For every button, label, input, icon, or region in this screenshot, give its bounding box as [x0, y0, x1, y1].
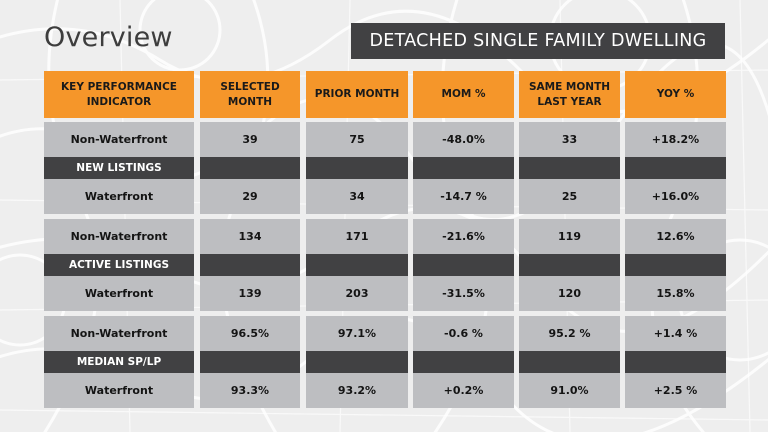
cell-median-sp-lp-non-waterfront-same-month-last-year: 95.2 %: [519, 316, 620, 351]
column-header-mom-percent: MOM %: [413, 71, 514, 118]
cell-new-listings-non-waterfront-selected-month: 39: [200, 122, 300, 157]
cell-median-sp-lp-waterfront-yoy-percent: +2.5 %: [625, 373, 726, 408]
cell-median-sp-lp-waterfront-mom-percent: +0.2%: [413, 373, 514, 408]
group-band-new-listings: [519, 157, 620, 179]
group-band-active-listings: [200, 254, 300, 276]
group-band-median-sp-lp: [625, 351, 726, 373]
cell-median-sp-lp-non-waterfront-prior-month: 97.1%: [306, 316, 408, 351]
group-band-new-listings: [306, 157, 408, 179]
cell-active-listings-waterfront-indicator: Waterfront: [44, 276, 194, 311]
cell-new-listings-non-waterfront-mom-percent: -48.0%: [413, 122, 514, 157]
group-band-active-listings: [413, 254, 514, 276]
cell-new-listings-waterfront-mom-percent: -14.7 %: [413, 179, 514, 214]
column-header-text: SAME MONTH LAST YEAR: [528, 80, 611, 108]
cell-median-sp-lp-non-waterfront-yoy-percent: +1.4 %: [625, 316, 726, 351]
group-band-active-listings: [625, 254, 726, 276]
column-header-same-month-last-year: SAME MONTH LAST YEAR: [519, 71, 620, 118]
cell-new-listings-non-waterfront-same-month-last-year: 33: [519, 122, 620, 157]
cell-active-listings-non-waterfront-same-month-last-year: 119: [519, 219, 620, 254]
cell-new-listings-waterfront-same-month-last-year: 25: [519, 179, 620, 214]
group-label-new-listings: NEW LISTINGS: [44, 157, 194, 179]
column-header-selected-month: SELECTED MONTH: [200, 71, 300, 118]
group-label-active-listings: ACTIVE LISTINGS: [44, 254, 194, 276]
column-header-text: KEY PERFORMANCE INDICATOR: [61, 80, 177, 108]
page-title: Overview: [44, 22, 173, 53]
cell-median-sp-lp-waterfront-prior-month: 93.2%: [306, 373, 408, 408]
cell-median-sp-lp-non-waterfront-mom-percent: -0.6 %: [413, 316, 514, 351]
cell-active-listings-non-waterfront-indicator: Non-Waterfront: [44, 219, 194, 254]
group-band-new-listings: [413, 157, 514, 179]
cell-active-listings-waterfront-prior-month: 203: [306, 276, 408, 311]
cell-active-listings-waterfront-yoy-percent: 15.8%: [625, 276, 726, 311]
group-label-median-sp-lp: MEDIAN SP/LP: [44, 351, 194, 373]
property-type-badge: DETACHED SINGLE FAMILY DWELLING: [351, 23, 725, 59]
cell-active-listings-non-waterfront-yoy-percent: 12.6%: [625, 219, 726, 254]
cell-median-sp-lp-non-waterfront-selected-month: 96.5%: [200, 316, 300, 351]
cell-new-listings-non-waterfront-indicator: Non-Waterfront: [44, 122, 194, 157]
column-header-indicator: KEY PERFORMANCE INDICATOR: [44, 71, 194, 118]
cell-median-sp-lp-non-waterfront-indicator: Non-Waterfront: [44, 316, 194, 351]
group-band-new-listings: [625, 157, 726, 179]
cell-median-sp-lp-waterfront-selected-month: 93.3%: [200, 373, 300, 408]
cell-active-listings-waterfront-same-month-last-year: 120: [519, 276, 620, 311]
cell-median-sp-lp-waterfront-same-month-last-year: 91.0%: [519, 373, 620, 408]
group-band-new-listings: [200, 157, 300, 179]
group-band-active-listings: [519, 254, 620, 276]
group-band-median-sp-lp: [413, 351, 514, 373]
cell-median-sp-lp-waterfront-indicator: Waterfront: [44, 373, 194, 408]
cell-active-listings-non-waterfront-mom-percent: -21.6%: [413, 219, 514, 254]
cell-new-listings-waterfront-prior-month: 34: [306, 179, 408, 214]
cell-new-listings-waterfront-indicator: Waterfront: [44, 179, 194, 214]
cell-new-listings-non-waterfront-yoy-percent: +18.2%: [625, 122, 726, 157]
cell-active-listings-waterfront-selected-month: 139: [200, 276, 300, 311]
group-band-active-listings: [306, 254, 408, 276]
group-band-median-sp-lp: [306, 351, 408, 373]
column-header-text: SELECTED MONTH: [220, 80, 280, 108]
cell-active-listings-non-waterfront-selected-month: 134: [200, 219, 300, 254]
cell-active-listings-non-waterfront-prior-month: 171: [306, 219, 408, 254]
cell-active-listings-waterfront-mom-percent: -31.5%: [413, 276, 514, 311]
cell-new-listings-waterfront-selected-month: 29: [200, 179, 300, 214]
column-header-prior-month: PRIOR MONTH: [306, 71, 408, 118]
group-band-median-sp-lp: [200, 351, 300, 373]
cell-new-listings-waterfront-yoy-percent: +16.0%: [625, 179, 726, 214]
cell-new-listings-non-waterfront-prior-month: 75: [306, 122, 408, 157]
group-band-median-sp-lp: [519, 351, 620, 373]
column-header-yoy-percent: YOY %: [625, 71, 726, 118]
